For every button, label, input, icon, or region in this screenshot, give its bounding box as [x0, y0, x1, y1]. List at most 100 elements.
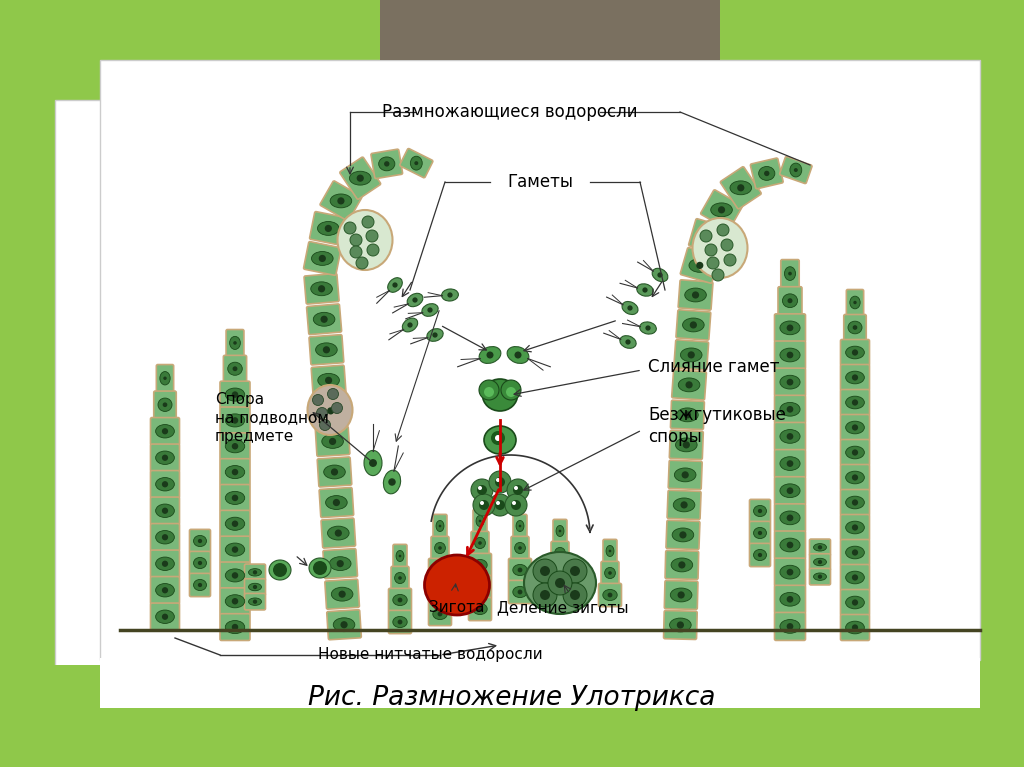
FancyBboxPatch shape [700, 190, 742, 230]
Ellipse shape [846, 546, 864, 559]
FancyBboxPatch shape [220, 510, 250, 537]
Ellipse shape [780, 620, 800, 634]
Circle shape [690, 321, 697, 328]
Circle shape [432, 332, 437, 337]
FancyBboxPatch shape [473, 509, 487, 532]
Circle shape [692, 291, 699, 298]
Text: Спора
на подводном
предмете: Спора на подводном предмете [215, 392, 329, 444]
Ellipse shape [484, 426, 516, 454]
Circle shape [758, 553, 762, 557]
Ellipse shape [678, 378, 699, 392]
Ellipse shape [225, 492, 245, 505]
FancyBboxPatch shape [778, 287, 802, 314]
FancyBboxPatch shape [667, 490, 701, 519]
FancyBboxPatch shape [841, 465, 869, 491]
Circle shape [681, 502, 688, 509]
FancyBboxPatch shape [220, 407, 250, 434]
Text: Размножающиеся водоросли: Размножающиеся водоросли [382, 103, 638, 121]
Text: Деление зиготы: Деление зиготы [498, 601, 629, 615]
FancyBboxPatch shape [391, 566, 409, 590]
Ellipse shape [317, 222, 339, 235]
Ellipse shape [676, 438, 697, 452]
Circle shape [705, 233, 712, 240]
Circle shape [685, 381, 692, 388]
FancyBboxPatch shape [549, 585, 571, 609]
Circle shape [513, 485, 523, 495]
Circle shape [495, 500, 505, 510]
Ellipse shape [156, 425, 174, 438]
FancyBboxPatch shape [315, 426, 350, 456]
Ellipse shape [553, 591, 567, 603]
Ellipse shape [780, 321, 800, 334]
Ellipse shape [328, 526, 349, 540]
Circle shape [362, 216, 374, 228]
Ellipse shape [515, 542, 525, 554]
Circle shape [388, 479, 395, 486]
Ellipse shape [476, 515, 484, 527]
Circle shape [327, 407, 334, 414]
Circle shape [786, 515, 794, 522]
Ellipse shape [846, 371, 864, 384]
Ellipse shape [433, 565, 447, 575]
FancyBboxPatch shape [669, 460, 702, 489]
Ellipse shape [846, 446, 864, 459]
FancyBboxPatch shape [509, 558, 531, 581]
FancyBboxPatch shape [750, 543, 770, 567]
FancyBboxPatch shape [721, 166, 761, 209]
FancyBboxPatch shape [151, 577, 179, 604]
FancyBboxPatch shape [313, 396, 348, 426]
FancyBboxPatch shape [665, 551, 698, 579]
Ellipse shape [330, 194, 351, 208]
Circle shape [162, 587, 168, 594]
FancyBboxPatch shape [157, 364, 174, 392]
Ellipse shape [379, 157, 395, 171]
Ellipse shape [513, 587, 527, 597]
Circle shape [356, 175, 364, 182]
FancyBboxPatch shape [844, 314, 866, 341]
FancyBboxPatch shape [750, 522, 770, 545]
FancyBboxPatch shape [841, 489, 869, 515]
Ellipse shape [322, 434, 343, 449]
Circle shape [319, 420, 331, 430]
FancyBboxPatch shape [469, 597, 492, 621]
Circle shape [415, 161, 418, 165]
Circle shape [350, 234, 362, 246]
Text: Новые нитчатые водоросли: Новые нитчатые водоросли [317, 647, 543, 663]
Circle shape [369, 459, 377, 467]
FancyBboxPatch shape [689, 219, 728, 255]
FancyBboxPatch shape [431, 536, 449, 560]
Circle shape [392, 282, 397, 288]
Circle shape [852, 624, 858, 630]
Ellipse shape [425, 555, 489, 615]
Ellipse shape [846, 346, 864, 359]
Circle shape [437, 590, 442, 594]
Circle shape [786, 406, 794, 413]
Circle shape [626, 339, 631, 344]
Circle shape [253, 585, 257, 589]
FancyBboxPatch shape [319, 488, 353, 518]
Ellipse shape [225, 517, 245, 530]
FancyBboxPatch shape [774, 477, 806, 505]
FancyBboxPatch shape [841, 364, 869, 390]
FancyBboxPatch shape [323, 548, 357, 578]
FancyBboxPatch shape [471, 532, 489, 555]
Ellipse shape [396, 551, 403, 561]
Ellipse shape [780, 592, 800, 606]
Circle shape [231, 546, 239, 553]
Ellipse shape [780, 375, 800, 389]
Circle shape [688, 351, 695, 358]
Circle shape [517, 590, 522, 594]
FancyBboxPatch shape [428, 558, 452, 581]
Circle shape [495, 435, 501, 441]
Ellipse shape [393, 617, 408, 627]
Circle shape [786, 487, 794, 494]
Circle shape [162, 428, 168, 434]
Circle shape [331, 469, 338, 476]
Circle shape [496, 478, 500, 482]
Ellipse shape [427, 329, 443, 341]
Circle shape [437, 611, 442, 617]
Ellipse shape [697, 229, 719, 243]
Ellipse shape [482, 379, 517, 411]
FancyBboxPatch shape [810, 539, 830, 555]
Ellipse shape [441, 289, 459, 301]
